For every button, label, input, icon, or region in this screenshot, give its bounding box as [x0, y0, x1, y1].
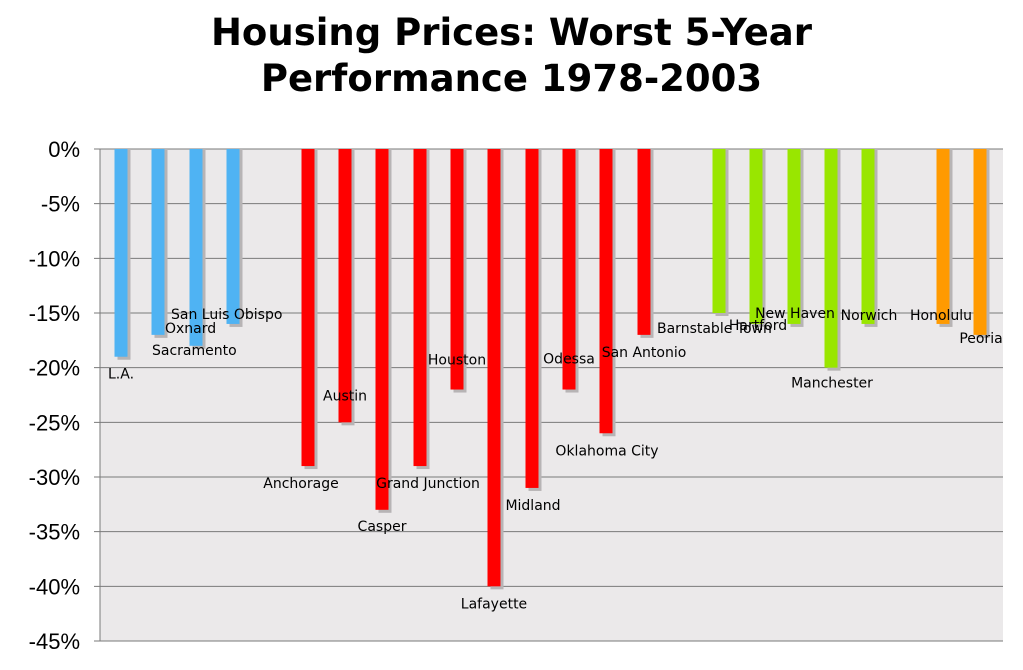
bar — [973, 149, 987, 335]
bar — [712, 149, 726, 313]
plot-area — [100, 149, 1003, 641]
bar-label: New Haven — [755, 306, 835, 322]
y-tick-label: -5% — [41, 192, 80, 217]
bar — [936, 149, 950, 324]
bar-label: Casper — [358, 519, 407, 535]
bar — [824, 149, 838, 368]
bar — [599, 149, 613, 434]
bar — [226, 149, 240, 324]
chart-title-line-2: Performance 1978-2003 — [260, 57, 763, 100]
bar-label: Manchester — [791, 376, 873, 392]
bar — [450, 149, 464, 390]
y-tick-label: -30% — [29, 465, 80, 490]
y-tick-label: -10% — [29, 246, 80, 271]
bar — [787, 149, 801, 324]
bar-label: Norwich — [841, 308, 898, 324]
bar-label: Sacramento — [152, 343, 237, 359]
y-tick-label: -20% — [29, 356, 80, 381]
y-axis-tick-labels: 0% -5% -10% -15% -20% -25% -30% -35% -40% -45% — [29, 137, 80, 654]
bar — [189, 149, 203, 346]
y-tick-label: -40% — [29, 574, 80, 599]
bar-label: Oklahoma City — [555, 443, 658, 459]
bar-label: Oxnard — [165, 321, 216, 337]
bar-label: Houston — [428, 353, 486, 369]
bar-label: San Antonio — [602, 345, 687, 361]
bars — [114, 149, 990, 590]
y-tick-label: 0% — [48, 137, 80, 162]
bar-label: San Luis Obispo — [171, 307, 282, 323]
bar — [487, 149, 501, 587]
bar-label: Anchorage — [263, 476, 338, 492]
bar-label: Midland — [505, 498, 560, 514]
bar — [525, 149, 539, 488]
bar-label: Barnstable Town — [657, 321, 772, 337]
bar-label: Lafayette — [461, 596, 527, 612]
bar-label: Austin — [323, 388, 367, 404]
bar — [301, 149, 315, 467]
bar — [375, 149, 389, 510]
bar — [114, 149, 128, 357]
bar — [562, 149, 576, 390]
bar — [749, 149, 763, 324]
y-tick-label: -45% — [29, 629, 80, 654]
y-tick-label: -25% — [29, 410, 80, 435]
bar-label: L.A. — [108, 367, 134, 383]
bar-label: Peoria — [959, 331, 1002, 347]
chart-title-line-1: Housing Prices: Worst 5-Year — [210, 11, 813, 54]
bar — [637, 149, 651, 335]
bar-labels: L.A. Oxnard Sacramento San Luis Obispo Ancho… — [108, 306, 1003, 612]
bar — [413, 149, 427, 467]
bar-label: Honolulu — [910, 308, 972, 324]
bar — [861, 149, 875, 324]
bar-label: Hartford — [729, 318, 787, 334]
bar-label: Odessa — [543, 352, 595, 368]
y-tick-label: -15% — [29, 301, 80, 326]
bar-label: Grand Junction — [376, 476, 480, 492]
chart-title: Housing Prices: Worst 5-Year Performance… — [0, 10, 1023, 102]
bar — [338, 149, 352, 423]
bar — [151, 149, 165, 335]
gridlines — [94, 148, 1003, 642]
y-tick-label: -35% — [29, 520, 80, 545]
